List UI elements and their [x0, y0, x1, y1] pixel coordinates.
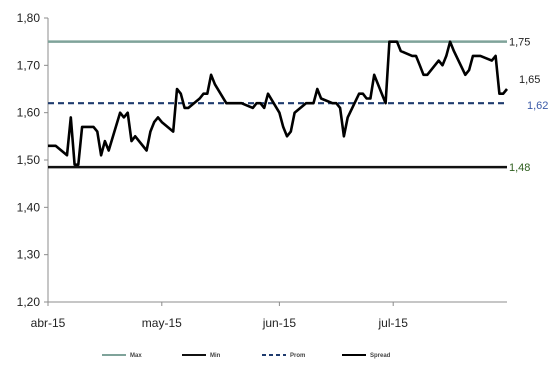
y-tick-label: 1,70 [17, 58, 41, 72]
axes: 1,20 1,30 1,40 1,50 1,60 1,70 1,80 abr-15 may-15… [17, 11, 507, 330]
end-label-spread: 1,65 [519, 74, 540, 86]
legend-label-min: Min [210, 353, 221, 359]
end-label-min: 1,48 [509, 162, 530, 174]
legend-label-max: Max [130, 353, 142, 359]
y-tick-label: 1,60 [17, 106, 41, 120]
y-tick-label: 1,20 [17, 295, 41, 309]
legend: Max Min Prom Spread [102, 353, 391, 359]
x-tick-label: jun-15 [262, 316, 297, 330]
y-tick-label: 1,40 [17, 200, 41, 214]
legend-label-prom: Prom [290, 353, 305, 359]
x-tick-label: jul-15 [378, 316, 409, 330]
x-tick-label: abr-15 [31, 316, 66, 330]
end-label-max: 1,75 [509, 37, 530, 49]
y-tick-label: 1,50 [17, 153, 41, 167]
y-tick-label: 1,80 [17, 11, 41, 25]
series-layer [48, 40, 509, 169]
y-tick-label: 1,30 [17, 248, 41, 262]
x-tick-label: may-15 [142, 316, 182, 330]
end-labels: 1,75 1,48 1,62 1,65 [509, 37, 548, 174]
legend-label-spread: Spread [370, 353, 391, 359]
end-label-prom: 1,62 [527, 100, 548, 112]
series-spread-line [48, 40, 509, 166]
